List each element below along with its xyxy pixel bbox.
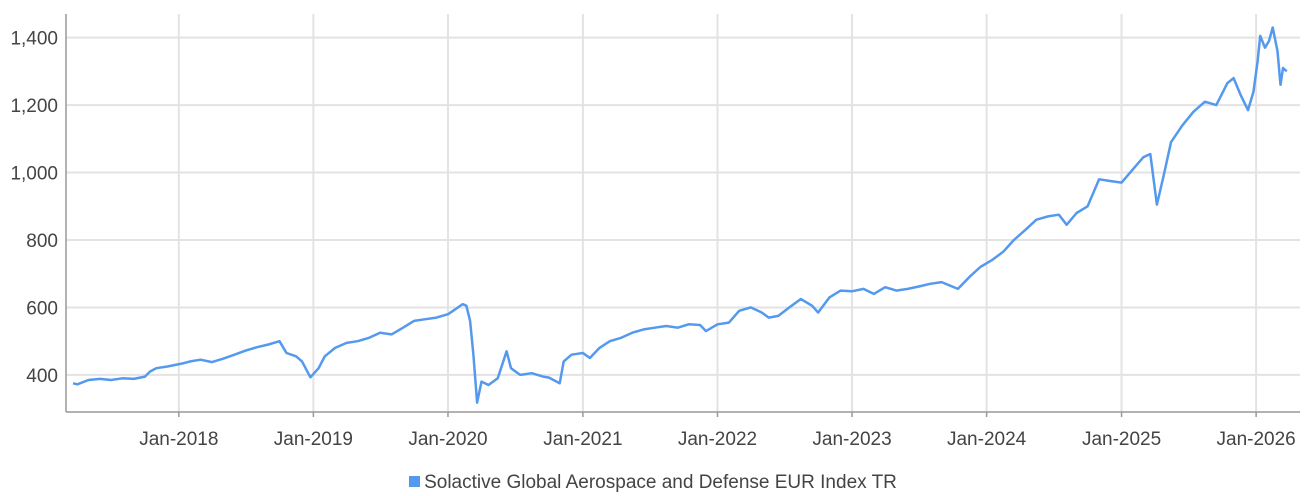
y-tick-label: 600 <box>26 298 58 319</box>
x-tick-label: Jan-2026 <box>1217 429 1296 450</box>
y-tick-label: 1,200 <box>10 96 58 117</box>
x-tick-label: Jan-2018 <box>139 429 218 450</box>
x-tick-label: Jan-2024 <box>947 429 1027 450</box>
x-tick-label: Jan-2021 <box>543 429 622 450</box>
y-tick-label: 1,400 <box>10 29 58 50</box>
x-tick-labels: Jan-2018 Jan-2019 Jan-2020 Jan-2021 Jan-2022… <box>139 429 1296 450</box>
series-lines <box>72 26 1288 404</box>
series-line <box>72 26 1288 404</box>
y-tick-label: 800 <box>26 231 58 252</box>
x-tick-label: Jan-2022 <box>678 429 757 450</box>
y-tick-label: 400 <box>26 366 58 387</box>
legend-label: Solactive Global Aerospace and Defense E… <box>424 472 897 493</box>
axes <box>65 14 1300 413</box>
x-tick-label: Jan-2020 <box>408 429 487 450</box>
x-tick-label: Jan-2023 <box>812 429 891 450</box>
legend: Solactive Global Aerospace and Defense E… <box>0 472 1306 494</box>
x-tick-label: Jan-2025 <box>1082 429 1161 450</box>
x-tick-label: Jan-2019 <box>274 429 353 450</box>
gridlines <box>66 14 1300 417</box>
y-tick-labels: 400 600 800 1,000 1,200 1,400 <box>10 29 58 387</box>
y-tick-label: 1,000 <box>10 164 58 185</box>
legend-swatch <box>409 476 421 487</box>
